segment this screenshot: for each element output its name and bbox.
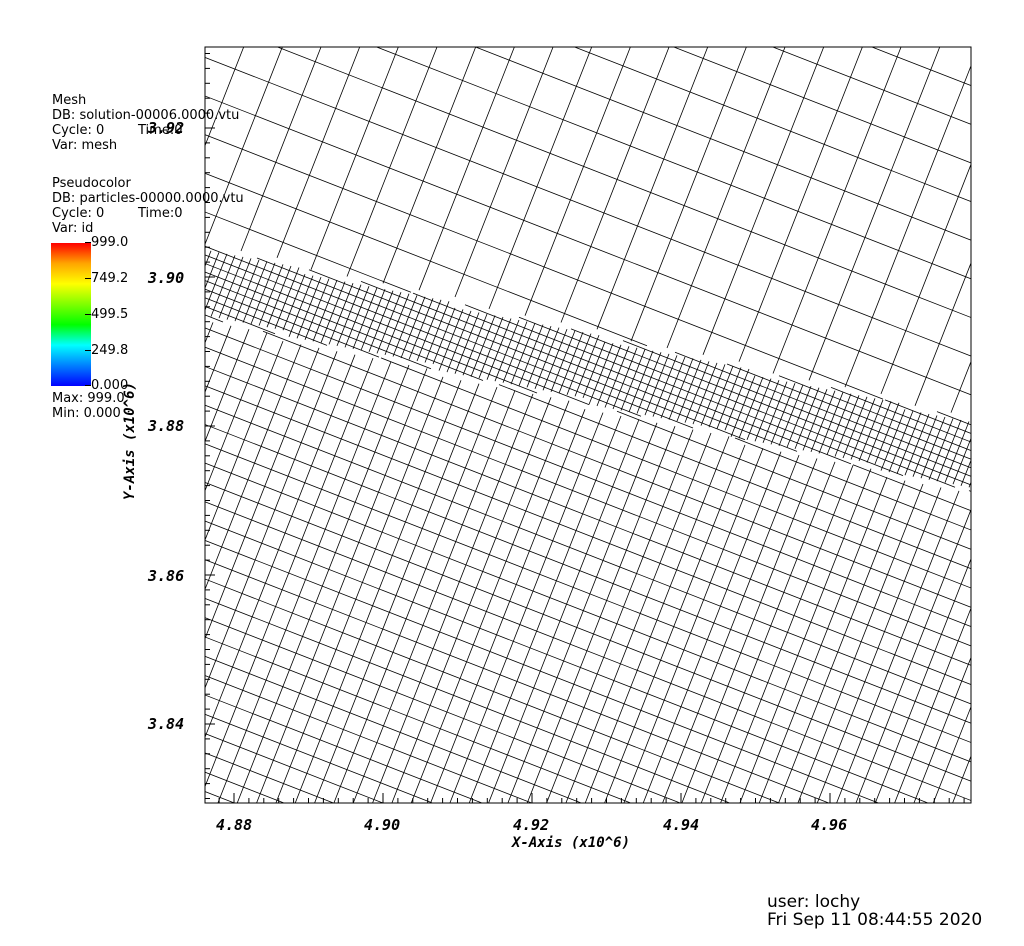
y-tick-label: 3.90 — [147, 269, 184, 287]
legend-database: DB: particles-00000.0000.vtu — [52, 191, 244, 206]
colorbar-tick-label: 0.000 — [84, 378, 129, 393]
legend-max: Max: 999.0 — [52, 391, 125, 406]
x-tick-label: 4.94 — [663, 816, 699, 834]
plot-background — [205, 47, 971, 803]
legend-plot-type: Pseudocolor — [52, 176, 131, 191]
legend-time: Time:0 — [138, 206, 183, 221]
y-tick-label: 3.88 — [147, 417, 184, 435]
y-tick-label: 3.92 — [147, 119, 184, 137]
x-axis-minor-ticks — [218, 793, 965, 803]
legend-cycle: Cycle: 0 — [52, 206, 105, 221]
legend-time: Time:0 — [138, 123, 183, 138]
legend-plot-type: Mesh — [52, 93, 87, 108]
x-axis-title: X-Axis (x10^6) — [512, 835, 631, 851]
x-tick-label: 4.88 — [216, 816, 252, 834]
x-tick-label: 4.92 — [513, 816, 549, 834]
pseudocolor-plot-legend: Pseudocolor DB: particles-00000.0000.vtu… — [52, 176, 244, 236]
colorbar — [51, 243, 91, 386]
y-tick-label: 3.84 — [147, 715, 184, 733]
legend-variable: Var: id — [52, 221, 94, 236]
legend-variable: Var: mesh — [52, 138, 118, 153]
y-axis-minor-ticks — [205, 53, 215, 799]
colorbar-tick-label: 249.8 — [84, 343, 129, 358]
colorbar-tick-label: 999.0 — [84, 235, 129, 250]
legend-database: DB: solution-00006.0000.vtu — [52, 108, 240, 123]
colorbar-tick-label: 749.2 — [84, 271, 129, 286]
legend-cycle-time: Cycle: 0 Time:0 — [52, 206, 244, 221]
y-tick-label: 3.86 — [147, 567, 184, 585]
mesh-plot-legend: Mesh DB: solution-00006.0000.vtu Cycle: … — [52, 93, 239, 153]
colorbar-tick-label: 499.5 — [84, 307, 129, 322]
y-axis-tick-labels: 3.92 3.90 3.88 3.86 3.84 — [147, 119, 184, 733]
x-axis-tick-labels: 4.88 4.90 4.92 4.94 4.96 — [216, 816, 847, 834]
legend-cycle-time: Cycle: 0 Time:0 — [52, 123, 239, 138]
plot-frame — [204, 46, 972, 804]
x-tick-label: 4.90 — [364, 816, 400, 834]
legend-cycle: Cycle: 0 — [52, 123, 105, 138]
legend-min: Min: 0.000 — [52, 406, 121, 421]
footer-user: user: lochy — [767, 892, 861, 912]
x-tick-label: 4.96 — [811, 816, 847, 834]
mesh-grid — [205, 47, 971, 803]
footer-date: Fri Sep 11 08:44:55 2020 — [767, 910, 983, 930]
